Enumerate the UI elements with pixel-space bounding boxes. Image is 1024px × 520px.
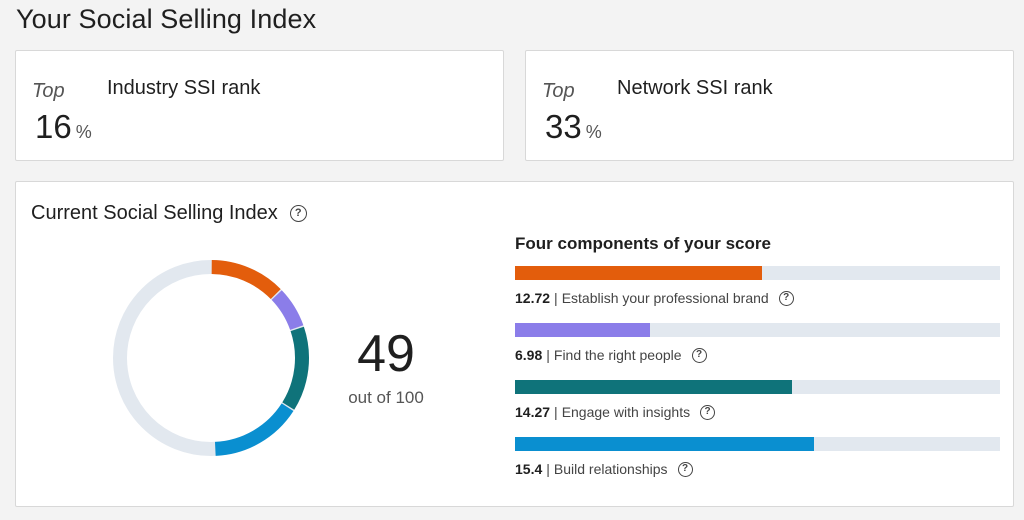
industry-rank-number: 16 — [35, 108, 72, 145]
component-label: 15.4 | Build relationships ? — [515, 461, 1000, 477]
component-bar-fill — [515, 266, 762, 280]
question-circle-icon[interactable]: ? — [691, 347, 707, 363]
component-label: 6.98 | Find the right people ? — [515, 347, 1000, 363]
component-bar-fill — [515, 380, 792, 394]
current-ssi-card: Current Social Selling Index ? 49 out of… — [15, 181, 1014, 507]
question-circle-icon[interactable]: ? — [677, 461, 693, 477]
component-score: 14.27 — [515, 404, 551, 420]
industry-rank-value: 16% — [35, 108, 92, 146]
component-name: Establish your professional brand — [561, 290, 769, 306]
network-rank-number: 33 — [545, 108, 582, 145]
industry-rank-card: Top 16% Industry SSI rank — [15, 50, 504, 161]
ssi-donut-segment-professional-brand — [211, 260, 281, 300]
component-name: Engage with insights — [561, 404, 691, 420]
component-label: 12.72 | Establish your professional bran… — [515, 290, 1000, 306]
component-bar-track — [515, 323, 1000, 337]
network-rank-value: 33% — [545, 108, 602, 146]
component-separator: | — [546, 347, 550, 363]
component-separator: | — [554, 404, 558, 420]
component-bar-fill — [515, 323, 651, 337]
component-right-people: 6.98 | Find the right people ? — [515, 323, 1000, 363]
component-separator: | — [546, 461, 550, 477]
network-rank-label: Network SSI rank — [617, 77, 773, 99]
component-name: Find the right people — [553, 347, 682, 363]
current-ssi-heading: Current Social Selling Index ? — [31, 202, 307, 225]
component-bar-track — [515, 266, 1000, 280]
network-rank-unit: % — [585, 122, 602, 142]
component-label: 14.27 | Engage with insights ? — [515, 404, 1000, 420]
current-ssi-title: Current Social Selling Index — [31, 202, 278, 224]
question-circle-icon[interactable]: ? — [289, 205, 307, 222]
component-bar-track — [515, 437, 1000, 451]
component-engage-insights: 14.27 | Engage with insights ? — [515, 380, 1000, 420]
ssi-donut-segment-right-people — [271, 290, 304, 331]
component-name: Build relationships — [553, 461, 668, 477]
industry-rank-top-label: Top — [32, 80, 65, 102]
component-score: 15.4 — [515, 461, 543, 477]
ssi-donut-segment-engage-insights — [282, 326, 309, 410]
ssi-donut-segment-build-relationships — [214, 403, 294, 456]
component-professional-brand: 12.72 | Establish your professional bran… — [515, 266, 1000, 306]
component-score: 6.98 — [515, 347, 543, 363]
industry-rank-unit: % — [75, 122, 92, 142]
question-circle-icon[interactable]: ? — [778, 290, 794, 306]
ssi-score-out-of: out of 100 — [348, 388, 424, 407]
component-separator: | — [554, 290, 558, 306]
question-circle-icon[interactable]: ? — [700, 404, 716, 420]
page-title: Your Social Selling Index — [16, 4, 317, 34]
ssi-donut-chart — [113, 260, 309, 456]
components-title: Four components of your score — [515, 234, 771, 253]
ssi-donut-segments — [211, 260, 309, 456]
ssi-score: 49 — [357, 325, 415, 383]
industry-rank-label: Industry SSI rank — [107, 77, 261, 99]
network-rank-card: Top 33% Network SSI rank — [525, 50, 1014, 161]
component-build-relationships: 15.4 | Build relationships ? — [515, 437, 1000, 477]
network-rank-top-label: Top — [542, 80, 575, 102]
component-bar-fill — [515, 437, 814, 451]
component-bar-track — [515, 380, 1000, 394]
component-score: 12.72 — [515, 290, 551, 306]
